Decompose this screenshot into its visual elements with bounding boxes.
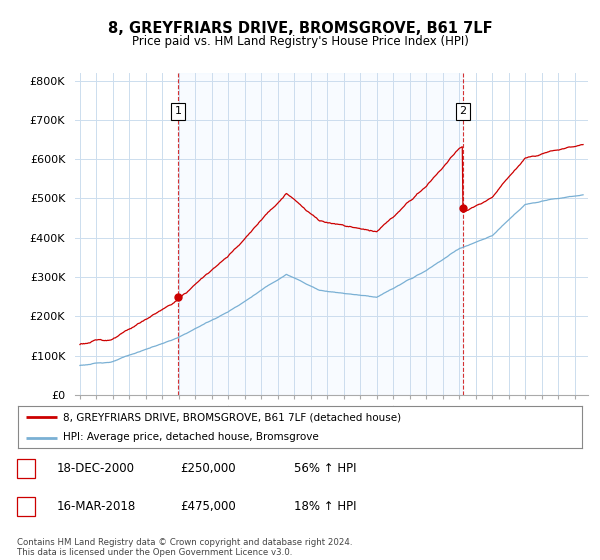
Text: 18-DEC-2000: 18-DEC-2000	[57, 462, 135, 475]
Text: 2: 2	[22, 500, 29, 514]
Text: 1: 1	[175, 106, 182, 116]
Text: Price paid vs. HM Land Registry's House Price Index (HPI): Price paid vs. HM Land Registry's House …	[131, 35, 469, 48]
Bar	[178, 73, 463, 395]
Text: Contains HM Land Registry data © Crown copyright and database right 2024.
This d: Contains HM Land Registry data © Crown c…	[17, 538, 352, 557]
Text: 56% ↑ HPI: 56% ↑ HPI	[294, 462, 356, 475]
Text: 16-MAR-2018: 16-MAR-2018	[57, 500, 136, 514]
Text: £250,000: £250,000	[180, 462, 236, 475]
Text: 1: 1	[22, 462, 29, 475]
Text: £475,000: £475,000	[180, 500, 236, 514]
Text: 18% ↑ HPI: 18% ↑ HPI	[294, 500, 356, 514]
Text: 2: 2	[459, 106, 466, 116]
Text: HPI: Average price, detached house, Bromsgrove: HPI: Average price, detached house, Brom…	[63, 432, 319, 442]
Text: 8, GREYFRIARS DRIVE, BROMSGROVE, B61 7LF (detached house): 8, GREYFRIARS DRIVE, BROMSGROVE, B61 7LF…	[63, 412, 401, 422]
Text: 8, GREYFRIARS DRIVE, BROMSGROVE, B61 7LF: 8, GREYFRIARS DRIVE, BROMSGROVE, B61 7LF	[107, 21, 493, 36]
